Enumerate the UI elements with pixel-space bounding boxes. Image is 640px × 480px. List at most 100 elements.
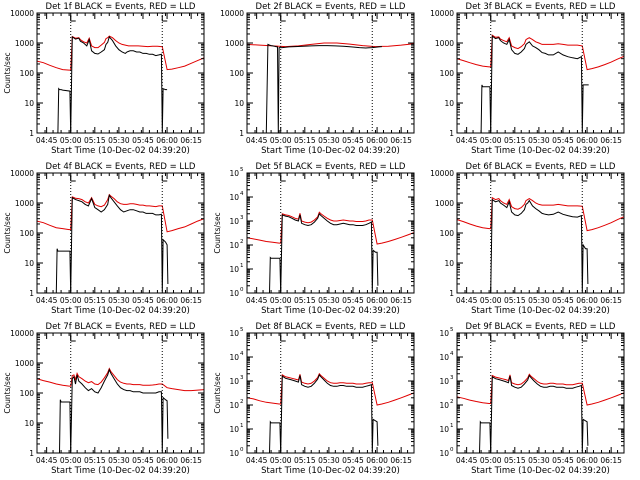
y-axis-label: Counts/sec: [3, 372, 12, 413]
y-tick-label: 10: [229, 401, 239, 410]
x-tick-label: 06:15: [390, 456, 412, 465]
x-axis-label: Start Time (10-Dec-02 04:39:20): [51, 146, 190, 156]
x-tick-label: 05:00: [480, 456, 502, 465]
y-tick-label: 10: [229, 353, 239, 362]
y-tick-label: 100: [440, 69, 455, 78]
lld-series-line: [457, 34, 624, 71]
x-tick-label: 05:15: [504, 456, 526, 465]
x-axis-label: Start Time (10-Dec-02 04:39:20): [261, 466, 400, 476]
x-axis-label: Start Time (10-Dec-02 04:39:20): [471, 146, 610, 156]
events-series-line: [480, 35, 589, 133]
x-tick-label: 06:00: [366, 296, 388, 305]
x-tick-label: 06:15: [180, 136, 202, 145]
x-tick-label: 06:15: [600, 136, 622, 145]
x-tick-label: 04:45: [246, 456, 268, 465]
plot-frame: [246, 332, 415, 454]
x-tick-label: 05:30: [528, 456, 550, 465]
x-tick-label: 04:45: [456, 136, 478, 145]
y-tick-label: 1: [29, 449, 34, 458]
detector-panel: Det 6f BLACK = Events, RED = LLD 1 10 100 10…: [430, 162, 625, 316]
lld-series-line: [37, 367, 204, 392]
x-tick-label: 06:00: [366, 136, 388, 145]
y-tick-label: 10: [229, 289, 239, 298]
y-tick-exponent: 3: [240, 375, 244, 381]
y-tick-label: 1000: [15, 39, 34, 48]
y-tick-label: 10: [229, 193, 239, 202]
y-tick-label: 10: [444, 99, 454, 108]
panel-title: Det 1f BLACK = Events, RED = LLD: [46, 2, 196, 12]
x-tick-label: 05:45: [552, 456, 574, 465]
detector-panel: Det 7f BLACK = Events, RED = LLD 1 10 100 10…: [3, 322, 205, 476]
x-tick-label: 04:45: [246, 296, 268, 305]
x-tick-label: 05:15: [504, 136, 526, 145]
y-tick-label: 10: [229, 265, 239, 274]
events-series-line: [269, 212, 379, 293]
x-tick-label: 05:15: [294, 296, 316, 305]
panel-title: Det 3f BLACK = Events, RED = LLD: [466, 2, 616, 12]
y-tick-label: 10: [439, 401, 449, 410]
plot-frame: [456, 12, 625, 134]
x-tick-label: 05:00: [480, 136, 502, 145]
y-tick-label: 10000: [220, 9, 244, 18]
y-tick-label: 1000: [15, 199, 34, 208]
x-tick-label: 06:15: [390, 136, 412, 145]
x-axis-label: Start Time (10-Dec-02 04:39:20): [51, 466, 190, 476]
x-tick-label: 05:45: [552, 296, 574, 305]
x-tick-label: 05:15: [294, 136, 316, 145]
y-tick-label: 10: [229, 217, 239, 226]
y-tick-label: 1000: [435, 199, 454, 208]
x-tick-label: 05:45: [342, 136, 364, 145]
x-tick-label: 06:00: [576, 296, 598, 305]
x-tick-label: 04:45: [36, 136, 58, 145]
y-tick-label: 1: [449, 289, 454, 298]
x-axis-label: Start Time (10-Dec-02 04:39:20): [471, 466, 610, 476]
y-axis-label: Counts/sec: [213, 212, 222, 253]
x-tick-label: 06:15: [180, 456, 202, 465]
events-series-line: [265, 43, 382, 133]
lld-series-line: [457, 196, 624, 232]
y-tick-label: 1000: [435, 39, 454, 48]
y-tick-exponent: 5: [450, 327, 454, 333]
x-tick-label: 06:15: [600, 456, 622, 465]
y-tick-label: 1: [449, 129, 454, 138]
x-tick-label: 06:15: [180, 296, 202, 305]
y-tick-exponent: 3: [450, 375, 454, 381]
y-tick-exponent: 2: [450, 399, 454, 405]
panel-title: Det 2f BLACK = Events, RED = LLD: [256, 2, 406, 12]
events-series-line: [59, 368, 169, 453]
plot-frame: [36, 332, 205, 454]
panel-title: Det 4f BLACK = Events, RED = LLD: [46, 162, 196, 172]
y-tick-label: 10: [444, 259, 454, 268]
y-tick-label: 10: [439, 329, 449, 338]
y-axis-label: Counts/sec: [213, 372, 222, 413]
y-tick-label: 10: [24, 419, 34, 428]
y-tick-exponent: 0: [450, 447, 454, 453]
x-tick-label: 04:45: [246, 136, 268, 145]
plot-frame: [36, 12, 205, 134]
x-tick-label: 05:00: [60, 136, 82, 145]
x-tick-label: 05:30: [318, 296, 340, 305]
y-tick-label: 10: [229, 449, 239, 458]
plot-frame: [246, 172, 415, 294]
x-tick-label: 05:15: [294, 456, 316, 465]
x-tick-label: 06:00: [156, 136, 178, 145]
x-tick-label: 06:00: [576, 136, 598, 145]
y-tick-exponent: 2: [240, 399, 244, 405]
y-tick-label: 10: [439, 377, 449, 386]
panel-title: Det 8f BLACK = Events, RED = LLD: [256, 322, 406, 332]
y-tick-label: 10000: [430, 9, 454, 18]
y-tick-label: 100: [230, 69, 245, 78]
x-tick-label: 05:15: [84, 456, 106, 465]
y-tick-label: 100: [20, 389, 35, 398]
x-tick-label: 05:00: [60, 296, 82, 305]
x-tick-label: 05:45: [132, 136, 154, 145]
y-tick-label: 10: [229, 169, 239, 178]
panel-title: Det 6f BLACK = Events, RED = LLD: [466, 162, 616, 172]
x-tick-label: 05:00: [60, 456, 82, 465]
x-tick-label: 06:00: [576, 456, 598, 465]
y-tick-exponent: 2: [240, 239, 244, 245]
events-series-line: [479, 374, 589, 453]
